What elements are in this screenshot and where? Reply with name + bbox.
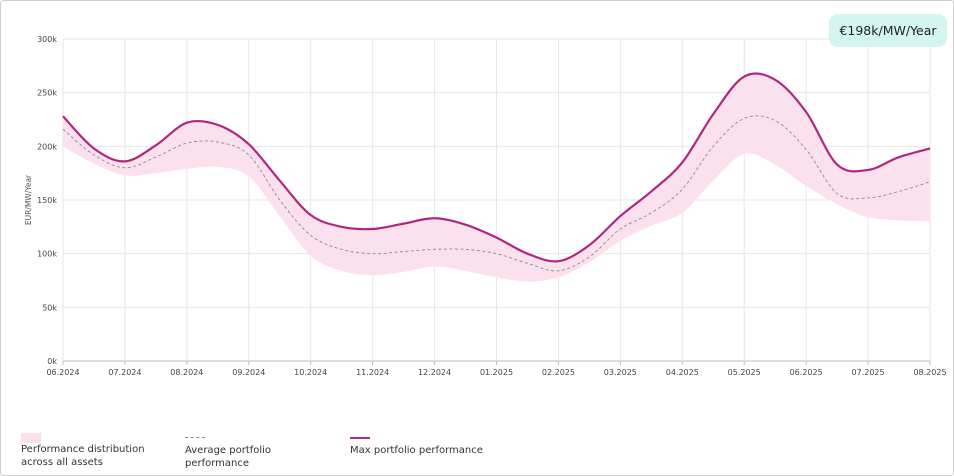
- x-tick-label: 05.2025: [728, 368, 761, 377]
- current-value-badge: €198k/MW/Year: [829, 14, 947, 47]
- legend-average-label: Average portfolio performance: [185, 445, 272, 469]
- x-tick-label: 03.2025: [604, 368, 637, 377]
- x-tick-label: 12.2024: [418, 368, 451, 377]
- x-tick-label: 06.2024: [46, 368, 79, 377]
- legend-average-swatch: [185, 437, 205, 438]
- y-tick-label: 150k: [37, 196, 57, 205]
- y-tick-label: 50k: [42, 303, 57, 312]
- x-tick-label: 11.2024: [356, 368, 389, 377]
- x-tick-label: 01.2025: [480, 368, 513, 377]
- distribution-band-layer: [63, 73, 930, 282]
- x-tick-label: 07.2024: [108, 368, 141, 377]
- y-tick-label: 250k: [37, 89, 57, 98]
- grid-lines: [62, 38, 931, 365]
- max-performance-line: [62, 72, 931, 263]
- y-tick-label: 200k: [37, 142, 57, 151]
- line-chart: 0k 50k 100k 150k 200k 250k 300k 06.2024 07.2024 0…: [24, 35, 947, 377]
- x-tick-label: 08.2025: [913, 368, 946, 377]
- y-axis-label: EUR/MW/Year: [24, 174, 33, 225]
- x-tick-label: 06.2025: [790, 368, 823, 377]
- legend-max-label: Max portfolio performance: [350, 445, 483, 456]
- axis-labels: 0k 50k 100k 150k 200k 250k 300k 06.2024 07.2024 0…: [24, 35, 947, 377]
- legend-item-average: Average portfolio performance: [185, 433, 295, 470]
- current-value-text: €198k/MW/Year: [839, 23, 937, 38]
- series-lines-layer: [62, 72, 931, 272]
- y-tick-label: 300k: [37, 35, 57, 44]
- y-tick-label: 0k: [47, 357, 57, 366]
- x-tick-label: 07.2025: [852, 368, 885, 377]
- legend-max-swatch: [350, 437, 370, 439]
- legend-item-band: Performance distribution across all asse…: [21, 433, 151, 469]
- legend-item-max: Max portfolio performance: [350, 433, 500, 457]
- x-tick-label: 09.2024: [232, 368, 265, 377]
- distribution-band: [63, 73, 930, 282]
- legend-band-label: Performance distribution across all asse…: [21, 444, 145, 468]
- y-tick-label: 100k: [37, 250, 57, 259]
- x-tick-label: 08.2024: [170, 368, 203, 377]
- x-tick-label: 02.2025: [542, 368, 575, 377]
- x-tick-label: 04.2025: [666, 368, 699, 377]
- legend-band-swatch: [21, 433, 41, 443]
- x-tick-label: 10.2024: [294, 368, 327, 377]
